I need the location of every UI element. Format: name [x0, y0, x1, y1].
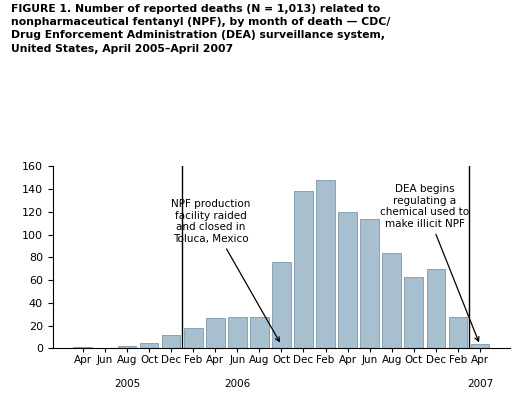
- Bar: [471, 344, 489, 348]
- Text: NPF production
facility raided
and closed in
Toluca, Mexico: NPF production facility raided and close…: [171, 199, 279, 341]
- Bar: [74, 347, 92, 348]
- Bar: [382, 253, 401, 348]
- Bar: [228, 317, 247, 348]
- Bar: [316, 180, 335, 348]
- Text: 2007: 2007: [467, 379, 493, 389]
- Bar: [294, 191, 313, 348]
- Bar: [250, 317, 269, 348]
- Text: FIGURE 1. Number of reported deaths (N = 1,013) related to
nonpharmaceutical fen: FIGURE 1. Number of reported deaths (N =…: [11, 4, 390, 53]
- Bar: [338, 212, 357, 348]
- Bar: [449, 317, 467, 348]
- Bar: [404, 277, 423, 348]
- Bar: [360, 219, 379, 348]
- Text: 2005: 2005: [114, 379, 140, 389]
- Bar: [184, 328, 203, 348]
- Bar: [139, 343, 158, 348]
- Bar: [427, 269, 446, 348]
- Bar: [117, 346, 136, 348]
- Text: 2006: 2006: [224, 379, 250, 389]
- Bar: [161, 335, 180, 348]
- Bar: [206, 318, 225, 348]
- Text: DEA begins
regulating a
chemical used to
make illicit NPF: DEA begins regulating a chemical used to…: [380, 184, 479, 341]
- Bar: [272, 262, 291, 348]
